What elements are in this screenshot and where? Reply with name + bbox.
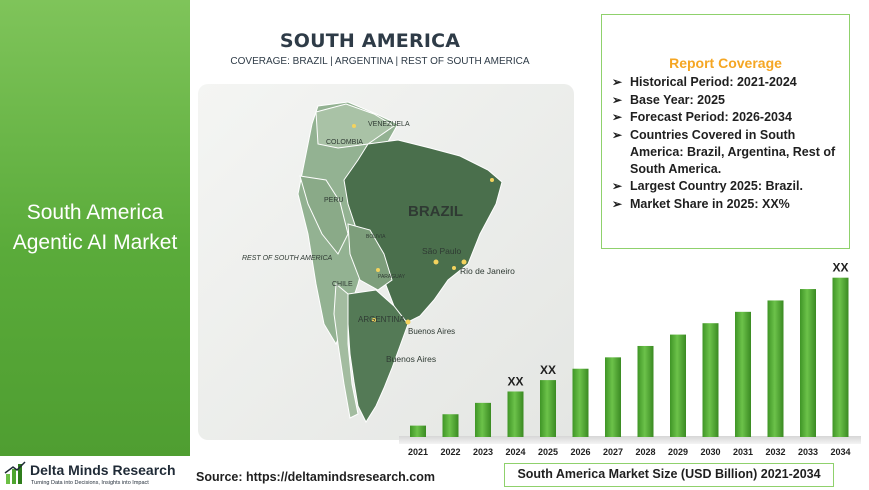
map-subtitle: COVERAGE: BRAZIL | ARGENTINA | REST OF S… bbox=[230, 56, 530, 67]
tick-label-2026: 2026 bbox=[570, 447, 590, 457]
arrow-bullet-icon: ➢ bbox=[612, 75, 623, 89]
map-label-buenos-aires-2: Buenos Aires bbox=[386, 354, 436, 364]
bar-2033 bbox=[800, 289, 816, 437]
brand-logo: Delta Minds Research Turning Data into D… bbox=[4, 460, 190, 488]
arrow-bullet-icon: ➢ bbox=[612, 196, 623, 211]
city-light bbox=[352, 124, 356, 128]
source-text: Source: https://deltamindsresearch.com bbox=[196, 470, 435, 484]
bar-2034 bbox=[832, 277, 849, 437]
bar-2026 bbox=[572, 368, 589, 437]
data-label-2034: XX bbox=[832, 261, 848, 275]
coverage-title: Report Coverage bbox=[669, 55, 782, 71]
tick-label-2028: 2028 bbox=[635, 447, 655, 457]
map-label-bolivia: BOLIVIA bbox=[366, 234, 386, 240]
bar-2023 bbox=[475, 402, 491, 437]
bar-chart-logo-icon bbox=[4, 461, 26, 484]
tick-label-2030: 2030 bbox=[700, 447, 720, 457]
coverage-item: ➢ Market Share in 2025: XX% bbox=[612, 196, 790, 211]
city-light bbox=[452, 266, 456, 270]
map-label-sao-paulo: São Paulo bbox=[422, 246, 461, 256]
bar-2021 bbox=[410, 425, 426, 437]
coverage-item: ➢ Historical Period: 2021-2024 bbox=[612, 75, 797, 89]
city-light bbox=[490, 178, 494, 182]
tick-label-2025: 2025 bbox=[538, 447, 558, 457]
map-label-brazil: BRAZIL bbox=[408, 203, 463, 220]
tick-label-2034: 2034 bbox=[830, 447, 850, 457]
map-label-chile: CHILE bbox=[332, 281, 353, 288]
city-light bbox=[433, 259, 439, 265]
bar-2025 bbox=[540, 380, 556, 437]
chart-bars bbox=[410, 277, 849, 437]
chart-data-labels: XX XX XX bbox=[507, 261, 848, 389]
tick-label-2024: 2024 bbox=[505, 447, 525, 457]
chart-floor bbox=[399, 436, 861, 444]
tick-label-2027: 2027 bbox=[603, 447, 623, 457]
city-light bbox=[372, 318, 376, 322]
map-label-colombia: COLOMBIA bbox=[326, 139, 363, 146]
tick-label-2023: 2023 bbox=[473, 447, 493, 457]
data-label-2025: XX bbox=[540, 363, 556, 377]
map-label-rio: Rio de Janeiro bbox=[460, 266, 515, 276]
map-region-bolivia bbox=[347, 223, 393, 291]
bar-2022 bbox=[442, 414, 459, 437]
logo-name: Delta Minds Research bbox=[30, 462, 176, 478]
tick-label-2029: 2029 bbox=[668, 447, 688, 457]
report-coverage-box: Report Coverage ➢ Historical Period: 2021… bbox=[601, 14, 850, 249]
bar-2029 bbox=[670, 334, 686, 437]
coverage-item: ➢ Base Year: 2025 bbox=[612, 92, 725, 107]
arrow-bullet-icon: ➢ bbox=[612, 110, 623, 124]
arrow-bullet-icon: ➢ bbox=[612, 179, 623, 193]
map-region-chile bbox=[333, 282, 359, 419]
bar-2031 bbox=[735, 311, 751, 437]
city-lights bbox=[352, 124, 494, 325]
map-region-peru bbox=[299, 175, 349, 255]
bar-2030 bbox=[702, 323, 719, 437]
arrow-bullet-icon: ➢ bbox=[612, 127, 623, 142]
map-label-rest: REST OF SOUTH AMERICA bbox=[242, 255, 333, 262]
coverage-item: ➢ Countries Covered in South America: Bra… bbox=[612, 127, 836, 176]
city-light bbox=[376, 268, 380, 272]
map-label-paraguay: PARAGUAY bbox=[378, 274, 406, 280]
tick-label-2031: 2031 bbox=[733, 447, 753, 457]
chart-title: South America Market Size (USD Billion) … bbox=[504, 463, 834, 487]
map-title: SOUTH AMERICA bbox=[279, 30, 461, 52]
city-light bbox=[405, 319, 411, 325]
coverage-item: ➢ Largest Country 2025: Brazil. bbox=[612, 179, 803, 193]
left-title-panel: South America Agentic AI Market bbox=[0, 0, 190, 456]
city-light bbox=[461, 259, 467, 265]
tick-label-2032: 2032 bbox=[765, 447, 785, 457]
map-region-argentina bbox=[347, 289, 409, 424]
tick-label-2033: 2033 bbox=[798, 447, 818, 457]
arrow-bullet-icon: ➢ bbox=[612, 92, 623, 107]
logo-tagline: Turning Data into Decisions, Insights in… bbox=[31, 480, 149, 486]
tick-label-2022: 2022 bbox=[440, 447, 460, 457]
tick-label-2021: 2021 bbox=[408, 447, 428, 457]
map-label-venezuela: VENEZUELA bbox=[368, 121, 410, 128]
market-size-bar-chart: 2021 2022 2023 2024 2025 2026 2027 2028 2029 2030… bbox=[399, 261, 861, 457]
bar-2024 bbox=[507, 391, 524, 437]
bar-2027 bbox=[605, 357, 621, 437]
south-america-map: VENEZUELA COLOMBIA PERU BRAZIL BOLIVIA P… bbox=[242, 101, 515, 424]
coverage-item: ➢ Forecast Period: 2026-2034 bbox=[612, 110, 792, 124]
data-label-2024: XX bbox=[507, 374, 523, 388]
chart-tick-labels: 2021 2022 2023 2024 2025 2026 2027 2028 2029 2030… bbox=[408, 447, 851, 457]
bar-2032 bbox=[767, 300, 784, 437]
coverage-list: ➢ Historical Period: 2021-2024 ➢ Base Year… bbox=[610, 74, 846, 213]
map-label-argentina: ARGENTINA bbox=[358, 315, 405, 324]
bar-2028 bbox=[637, 345, 654, 437]
report-title: South America Agentic AI Market bbox=[12, 201, 178, 254]
map-label-peru: PERU bbox=[324, 197, 343, 204]
map-label-buenos-aires-1: Buenos Aires bbox=[408, 327, 455, 336]
